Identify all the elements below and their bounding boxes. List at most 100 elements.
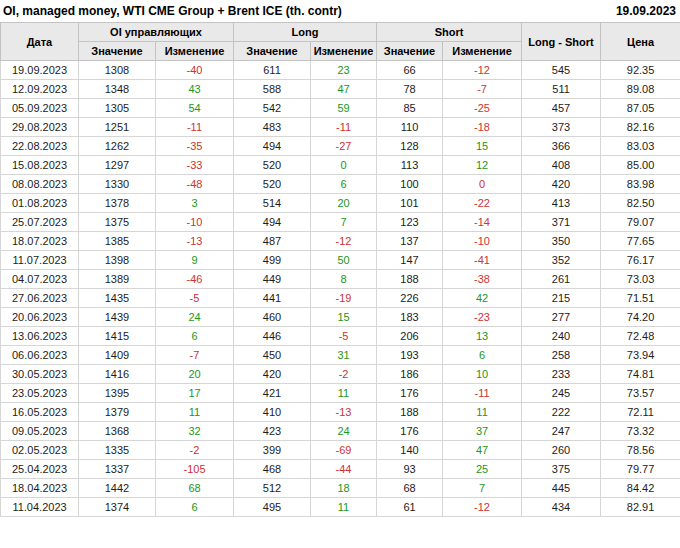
cell-long-change: -11 [311,118,377,137]
table-row: 30.05.2023 1416 20 420 -2 186 10 233 74.… [1,365,680,384]
table-row: 15.08.2023 1297 -33 520 0 113 12 408 85.… [1,156,680,175]
table-row: 09.05.2023 1368 32 423 24 176 37 247 73.… [1,422,680,441]
cell-oi-change: 43 [156,80,234,99]
cell-oi-change: -11 [156,118,234,137]
cell-short-value: 100 [377,175,443,194]
cell-long-value: 449 [234,270,311,289]
table-row: 05.09.2023 1305 54 542 59 85 -25 457 87.… [1,99,680,118]
cell-short-value: 113 [377,156,443,175]
cell-short-value: 137 [377,232,443,251]
report-header: OI, managed money, WTI CME Group + Brent… [0,0,680,22]
cell-price: 72.48 [601,327,680,346]
col-header-oi-value: Значение [79,42,156,61]
table-row: 08.08.2023 1330 -48 520 6 100 0 420 83.9… [1,175,680,194]
cell-short-value: 140 [377,441,443,460]
table-row: 19.09.2023 1308 -40 611 23 66 -12 545 92… [1,61,680,80]
col-group-oi: OI управляющих [79,23,234,42]
cell-oi-change: -40 [156,61,234,80]
cell-short-value: 193 [377,346,443,365]
table-row: 29.08.2023 1251 -11 483 -11 110 -18 373 … [1,118,680,137]
cell-short-value: 183 [377,308,443,327]
cell-oi-value: 1442 [79,479,156,498]
cell-long-short: 408 [522,156,601,175]
cell-oi-change: 32 [156,422,234,441]
cell-oi-change: -2 [156,441,234,460]
cell-date: 15.08.2023 [1,156,79,175]
cell-short-change: -23 [443,308,522,327]
cell-long-value: 483 [234,118,311,137]
cell-long-short: 366 [522,137,601,156]
cell-oi-value: 1389 [79,270,156,289]
cell-oi-value: 1297 [79,156,156,175]
oi-table: Дата OI управляющих Long Short Long - Sh… [0,22,680,517]
cell-date: 06.06.2023 [1,346,79,365]
cell-long-short: 457 [522,99,601,118]
cell-short-change: -10 [443,232,522,251]
table-row: 27.06.2023 1435 -5 441 -19 226 42 215 71… [1,289,680,308]
cell-oi-value: 1374 [79,498,156,517]
cell-short-value: 176 [377,384,443,403]
table-row: 11.04.2023 1374 6 495 11 61 -12 434 82.9… [1,498,680,517]
cell-oi-change: 11 [156,403,234,422]
cell-long-change: 11 [311,498,377,517]
cell-price: 82.91 [601,498,680,517]
cell-long-short: 545 [522,61,601,80]
cell-oi-value: 1305 [79,99,156,118]
cell-long-change: 59 [311,99,377,118]
cell-oi-value: 1435 [79,289,156,308]
cell-short-value: 101 [377,194,443,213]
cell-long-value: 542 [234,99,311,118]
cell-oi-value: 1337 [79,460,156,479]
cell-short-change: -18 [443,118,522,137]
cell-long-value: 446 [234,327,311,346]
cell-short-change: -41 [443,251,522,270]
cell-long-short: 511 [522,80,601,99]
cell-oi-change: -5 [156,289,234,308]
cell-short-change: -12 [443,498,522,517]
cell-date: 04.07.2023 [1,270,79,289]
cell-oi-change: 24 [156,308,234,327]
cell-price: 72.11 [601,403,680,422]
cell-oi-value: 1398 [79,251,156,270]
cell-short-change: -25 [443,99,522,118]
cell-oi-change: -10 [156,213,234,232]
cell-long-short: 420 [522,175,601,194]
table-row: 23.05.2023 1395 17 421 11 176 -11 245 73… [1,384,680,403]
cell-long-short: 240 [522,327,601,346]
cell-date: 19.09.2023 [1,61,79,80]
cell-long-value: 588 [234,80,311,99]
cell-long-short: 222 [522,403,601,422]
cell-short-value: 147 [377,251,443,270]
cell-long-change: 23 [311,61,377,80]
cell-short-value: 68 [377,479,443,498]
cell-date: 01.08.2023 [1,194,79,213]
cell-price: 73.32 [601,422,680,441]
cell-short-change: 6 [443,346,522,365]
table-row: 22.08.2023 1262 -35 494 -27 128 15 366 8… [1,137,680,156]
cell-oi-change: 17 [156,384,234,403]
cell-short-value: 78 [377,80,443,99]
table-row: 20.06.2023 1439 24 460 15 183 -23 277 74… [1,308,680,327]
cell-price: 76.17 [601,251,680,270]
cell-long-change: 8 [311,270,377,289]
cell-long-change: 0 [311,156,377,175]
cell-long-change: -5 [311,327,377,346]
cell-long-value: 514 [234,194,311,213]
cell-price: 89.08 [601,80,680,99]
cell-long-change: -27 [311,137,377,156]
cell-oi-value: 1262 [79,137,156,156]
cell-oi-change: 3 [156,194,234,213]
cell-price: 82.50 [601,194,680,213]
cell-short-change: 42 [443,289,522,308]
cell-oi-value: 1348 [79,80,156,99]
cell-short-change: 0 [443,175,522,194]
report-title: OI, managed money, WTI CME Group + Brent… [3,4,342,18]
cell-date: 02.05.2023 [1,441,79,460]
cell-short-change: -12 [443,61,522,80]
cell-short-change: -38 [443,270,522,289]
cell-short-change: 11 [443,403,522,422]
cell-date: 29.08.2023 [1,118,79,137]
cell-date: 12.09.2023 [1,80,79,99]
cell-long-change: -19 [311,289,377,308]
cell-long-change: 50 [311,251,377,270]
